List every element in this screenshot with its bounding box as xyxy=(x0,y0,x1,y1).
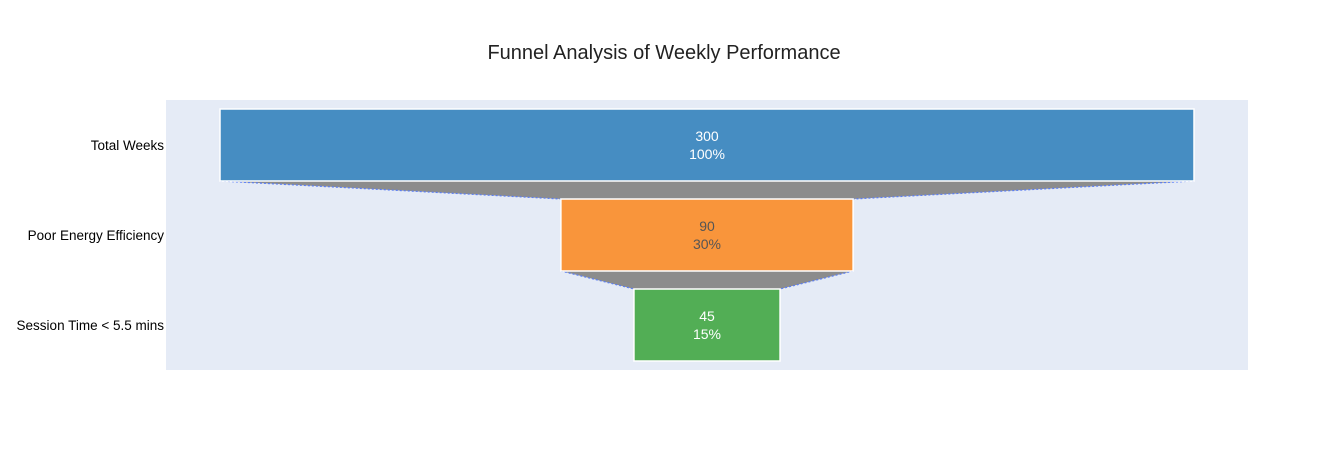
chart-title: Funnel Analysis of Weekly Performance xyxy=(487,42,840,64)
funnel-bar[interactable] xyxy=(219,108,1195,182)
funnel-connector xyxy=(220,181,1194,199)
funnel-bar[interactable] xyxy=(633,288,781,362)
bar-value-label: 45 xyxy=(699,308,715,324)
category-label: Poor Energy Efficiency xyxy=(28,228,165,243)
bar-percent-label: 100% xyxy=(689,146,725,162)
funnel-bar[interactable] xyxy=(560,198,854,272)
bar-value-label: 90 xyxy=(699,218,715,234)
category-label: Session Time < 5.5 mins xyxy=(17,318,165,333)
category-label: Total Weeks xyxy=(91,138,165,153)
bar-percent-label: 30% xyxy=(693,236,721,252)
category-labels: Total Weeks Poor Energy Efficiency Session… xyxy=(17,138,165,333)
bar-value-labels: 300 100% 90 30% 45 15% xyxy=(689,128,725,342)
funnel-bars xyxy=(219,108,1195,362)
bar-value-label: 300 xyxy=(695,128,719,144)
funnel-connector-line xyxy=(219,180,1195,200)
funnel-connectors xyxy=(219,180,1195,290)
funnel-connector xyxy=(560,271,854,289)
bar-percent-label: 15% xyxy=(693,326,721,342)
funnel-connector-line xyxy=(560,270,854,290)
